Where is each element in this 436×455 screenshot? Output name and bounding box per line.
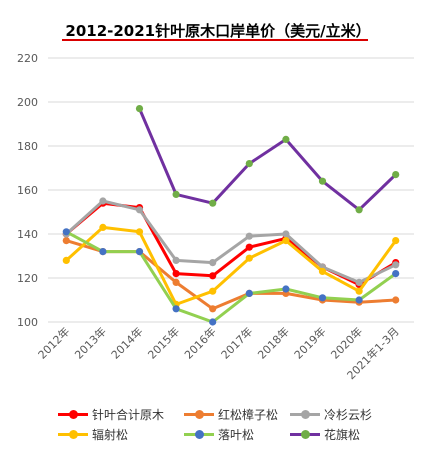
data-point (135, 228, 144, 236)
legend-label: 红松樟子松 (218, 407, 279, 422)
data-point (392, 270, 400, 278)
y-tick-label: 200 (17, 96, 38, 109)
data-point (135, 105, 144, 113)
data-point (355, 287, 363, 295)
data-point (245, 289, 253, 297)
series-line (65, 230, 397, 324)
legend-label: 冷杉云杉 (324, 407, 373, 422)
legend-swatch (290, 406, 320, 422)
data-point (245, 243, 253, 251)
data-point (318, 177, 327, 185)
data-point (172, 278, 180, 286)
legend-item: 落叶松 (184, 426, 254, 442)
legend-swatch (290, 426, 320, 442)
legend-item: 红松樟子松 (184, 406, 278, 422)
x-tick-label: 2019年 (291, 324, 328, 361)
data-point (209, 305, 217, 313)
data-point (318, 294, 327, 302)
legend-item: 辐射松 (58, 426, 128, 442)
data-point (209, 318, 217, 326)
data-point (318, 267, 327, 275)
legend-item: 花旗松 (290, 426, 360, 442)
data-point (282, 135, 290, 143)
y-tick-label: 120 (17, 272, 38, 285)
data-point (172, 190, 180, 198)
data-point (392, 237, 400, 245)
legend-swatch (58, 426, 88, 442)
x-tick-label: 2018年 (255, 324, 292, 361)
data-point (62, 228, 70, 236)
data-point (62, 237, 70, 245)
legend-item: 冷杉云杉 (290, 406, 372, 422)
data-point (392, 261, 400, 269)
legend-label: 辐射松 (92, 427, 129, 442)
data-point (99, 223, 107, 231)
data-point (282, 230, 290, 238)
x-tick-label: 2020年 (328, 324, 365, 361)
x-tick-label: 2016年 (181, 324, 218, 361)
x-tick-label: 2013年 (72, 324, 109, 361)
plot-area: 100 120 140 160 180 200 220 2012年 2013年 2014年 2015… (17, 52, 414, 382)
data-point (392, 171, 400, 179)
data-point (355, 278, 363, 286)
data-point (245, 160, 253, 168)
data-point (172, 270, 180, 278)
data-point (62, 256, 70, 264)
x-tick-label: 2015年 (145, 324, 182, 361)
x-tick-label: 2014年 (108, 324, 145, 361)
title-underline (62, 39, 368, 41)
legend-label: 落叶松 (218, 427, 255, 442)
data-point (209, 199, 217, 207)
legend-item: 针叶合计原木 (58, 406, 164, 422)
y-tick-label: 220 (17, 52, 38, 65)
x-tick-label: 2017年 (218, 324, 255, 361)
legend-swatch (58, 406, 88, 422)
y-tick-label: 180 (17, 140, 38, 153)
series-line (65, 225, 397, 306)
data-point (355, 206, 363, 214)
y-tick-label: 160 (17, 184, 38, 197)
series-line (65, 201, 397, 287)
data-point (99, 248, 107, 256)
data-point (282, 237, 290, 245)
data-point (209, 272, 217, 280)
data-point (99, 197, 107, 205)
series-line (138, 108, 397, 212)
data-point (209, 259, 217, 267)
data-point (209, 287, 217, 295)
y-tick-label: 140 (17, 228, 38, 241)
legend-label: 针叶合计原木 (92, 407, 165, 422)
data-point (135, 206, 144, 214)
data-point (355, 296, 363, 304)
data-point (172, 305, 180, 313)
chart-title: 2012-2021针叶原木口岸单价（美元/立米） (65, 22, 371, 40)
data-point (282, 285, 290, 293)
legend-swatch (184, 426, 214, 442)
data-point (172, 256, 180, 264)
legend-swatch (184, 406, 214, 422)
y-tick-label: 100 (17, 316, 38, 329)
data-point (245, 254, 253, 262)
data-point (392, 296, 400, 304)
data-point (245, 232, 253, 240)
legend-label: 花旗松 (324, 427, 361, 442)
data-point (135, 248, 144, 256)
series-line (65, 199, 397, 284)
x-tick-label: 2012年 (35, 324, 72, 361)
